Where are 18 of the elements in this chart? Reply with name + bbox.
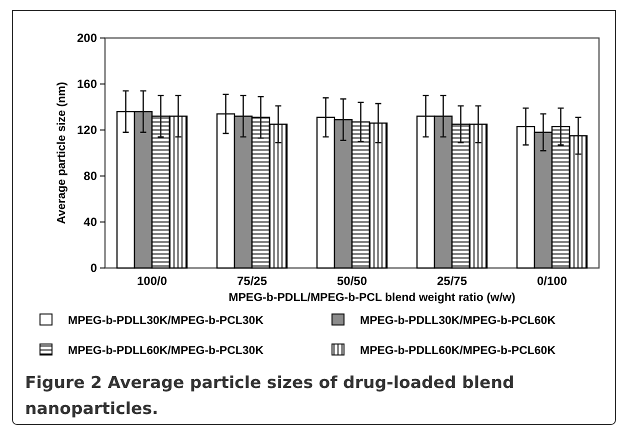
x-tick-label: 75/25 [236, 274, 268, 288]
x-tick-label: 25/75 [436, 274, 468, 288]
legend-label: MPEG-b-PDLL30K/MPEG-b-PCL30K [68, 315, 264, 327]
text: Figure 2 Average particle sizes of drug-loaded blend nanoparticles. [25, 373, 514, 418]
y-tick-label: 200 [76, 31, 98, 46]
legend-label: MPEG-b-PDLL30K/MPEG-b-PCL60K [360, 315, 556, 327]
x-tick-label: 0/100 [536, 274, 568, 288]
y-axis-title: Average particle size (nm) [56, 82, 68, 224]
y-tick-label: 120 [76, 123, 98, 138]
y-tick-label: 80 [84, 169, 98, 184]
y-tick-label: 40 [84, 215, 98, 230]
x-axis-title: MPEG-b-PDLL/MPEG-b-PCL blend weight ratio (w/w) [228, 292, 516, 304]
y-tick-label: 0 [90, 261, 98, 276]
x-tick-label: 50/50 [336, 274, 368, 288]
legend-label: MPEG-b-PDLL60K/MPEG-b-PCL30K [68, 345, 264, 357]
x-tick-label: 100/0 [136, 274, 168, 288]
y-tick-label: 160 [76, 77, 98, 92]
legend-label: MPEG-b-PDLL60K/MPEG-b-PCL60K [360, 345, 556, 357]
